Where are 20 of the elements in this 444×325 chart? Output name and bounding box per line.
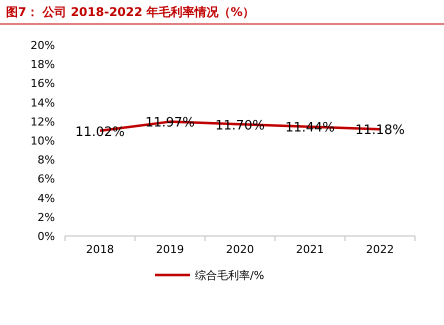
y-tick-label: 8% <box>38 154 55 167</box>
y-tick-label: 16% <box>30 77 55 90</box>
data-label: 11.02% <box>75 124 125 140</box>
y-tick-label: 10% <box>30 134 55 148</box>
data-label: 11.18% <box>355 123 405 138</box>
y-tick-label: 4% <box>38 192 55 205</box>
y-tick-label: 20% <box>30 39 55 52</box>
y-tick-label: 2% <box>38 210 55 224</box>
y-tick-label: 12% <box>30 115 55 128</box>
chart-title: 图7： 公司 2018-2022 年毛利率情况（%） <box>6 5 255 19</box>
x-tick-label: 2021 <box>296 243 324 256</box>
y-tick-label: 18% <box>30 58 55 72</box>
y-tick-label: 0% <box>38 230 55 243</box>
y-tick-label: 6% <box>38 172 55 186</box>
y-tick-label: 14% <box>30 96 55 110</box>
x-tick-label: 2020 <box>226 243 254 256</box>
legend-label: 综合毛利率/% <box>195 269 264 282</box>
x-tick-label: 2019 <box>156 243 184 256</box>
x-tick-label: 2018 <box>86 243 114 256</box>
x-tick-label: 2022 <box>366 243 394 256</box>
